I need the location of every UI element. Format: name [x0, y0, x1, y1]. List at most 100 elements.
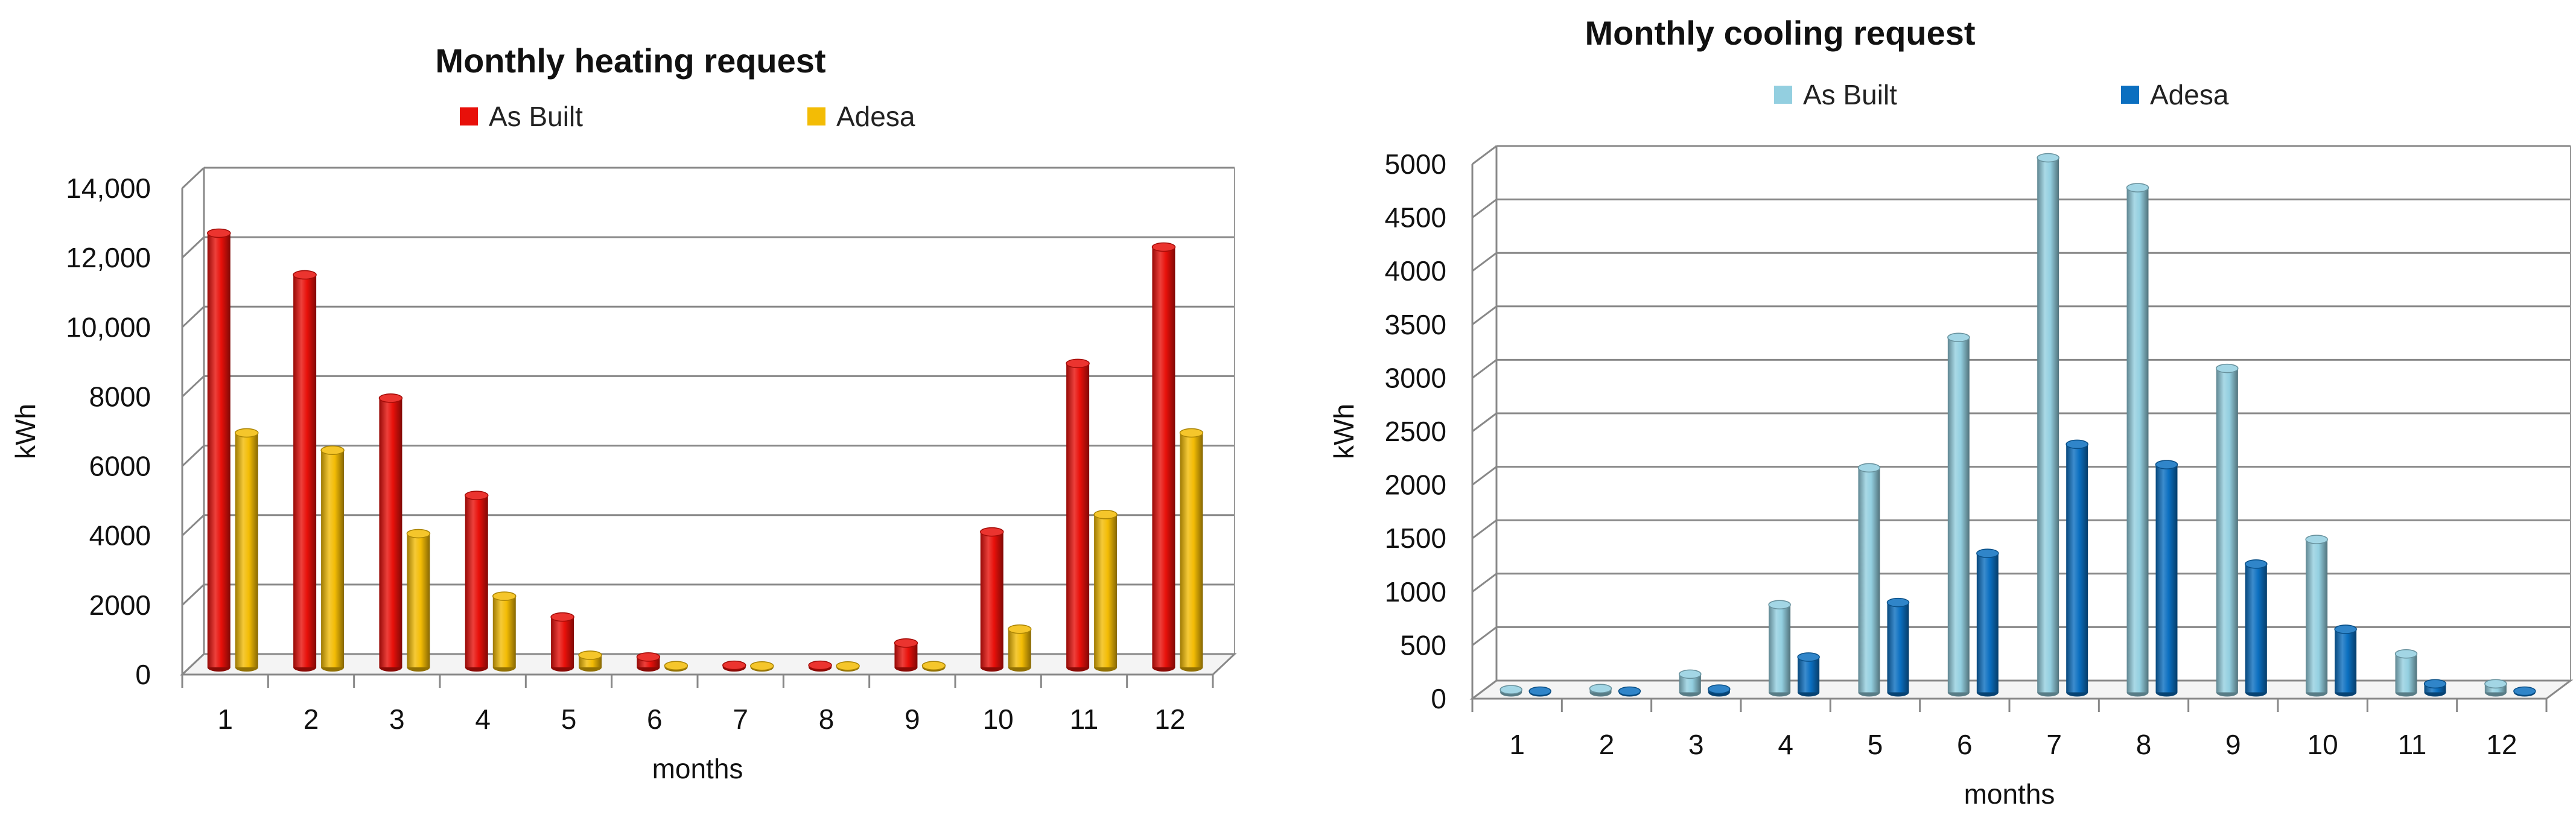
heating-grid-stub [181, 167, 205, 189]
heating-bar-adesa [1179, 428, 1204, 672]
heating-bars [207, 228, 1204, 672]
heating-bar-body [551, 617, 574, 668]
cooling-grid-stub [1472, 626, 1497, 646]
cooling-ylabel: kWh [1328, 404, 1360, 459]
cooling-bar-top [1618, 686, 1641, 696]
heating-xtick-label: 12 [1154, 704, 1185, 735]
cooling-legend-adesa-swatch [2121, 86, 2139, 104]
heating-bar-top [465, 491, 489, 500]
cooling-chart-panel: Monthly cooling request As Built Adesa 0… [1288, 0, 2576, 829]
heating-bar-as-built [293, 270, 317, 672]
cooling-bar-top [1589, 684, 1612, 694]
heating-xtick-label: 5 [561, 704, 577, 735]
heating-bar-top [750, 661, 774, 671]
heating-bar-top [207, 228, 231, 238]
cooling-bar-adesa [1976, 548, 1999, 697]
cooling-ytick-label: 5000 [1385, 148, 1446, 180]
heating-grid-stub [181, 445, 205, 467]
heating-ytick-label: 8000 [89, 381, 151, 412]
cooling-chart-title: Monthly cooling request [1585, 14, 1976, 52]
cooling-xtick-label: 2 [1599, 729, 1615, 760]
heating-bar-as-built [378, 393, 403, 672]
heating-bar-as-built [980, 527, 1004, 672]
cooling-ytick-label: 2000 [1385, 469, 1446, 501]
cooling-bar-body [1887, 602, 1909, 693]
cooling-axes: 0 500 1000 1500 2000 2500 3000 3500 4000 4500 5000… [1328, 145, 2574, 810]
cooling-bar-adesa [2245, 559, 2268, 697]
cooling-ytick-label: 4500 [1385, 202, 1446, 233]
cooling-bar-body [1976, 553, 1999, 693]
cooling-bar-as-built [1768, 600, 1791, 697]
cooling-ytick-label: 1500 [1385, 522, 1446, 554]
cooling-bar-body [1947, 337, 1970, 693]
heating-bar-top [664, 661, 689, 670]
heating-bar-body [980, 532, 1003, 668]
heating-ylabel: kWh [10, 404, 41, 459]
heating-bar-adesa [492, 591, 517, 672]
cooling-legend-adesa: Adesa [2121, 78, 2228, 111]
cooling-xtick-label: 1 [1509, 729, 1525, 760]
heating-bar-adesa [836, 661, 860, 672]
cooling-bar-adesa [1886, 597, 1910, 697]
cooling-xtick-label: 6 [1957, 729, 1973, 760]
cooling-bar-top [2305, 535, 2328, 544]
heating-bar-top [578, 650, 602, 660]
cooling-xtick-label: 10 [2307, 729, 2338, 760]
cooling-bar-as-built [1589, 684, 1612, 697]
cooling-xtick-label: 3 [1688, 729, 1704, 760]
heating-bar-body [1094, 514, 1118, 668]
cooling-bar-body [2155, 465, 2178, 693]
cooling-bars [1499, 153, 2536, 697]
heating-bar-adesa [320, 445, 345, 672]
heating-bar-as-built [894, 638, 918, 672]
cooling-bar-adesa [1528, 686, 1551, 697]
heating-grid-stub [181, 237, 205, 259]
cooling-ytick-label: 500 [1400, 629, 1446, 661]
cooling-ytick-label: 4000 [1385, 255, 1446, 287]
cooling-bar-top [2245, 559, 2268, 569]
cooling-xtick-label: 4 [1778, 729, 1793, 760]
heating-bar-as-built [465, 491, 489, 672]
heating-ytick-label: 0 [135, 659, 151, 690]
heating-bar-top [293, 270, 317, 280]
cooling-bar-top [2066, 439, 2088, 449]
cooling-bar-as-built [2484, 679, 2507, 697]
heating-bar-as-built [636, 652, 661, 672]
cooling-bar-adesa [2334, 624, 2357, 697]
heating-chart-panel: Monthly heating request As Built Adesa 0… [10, 42, 1237, 784]
cooling-ytick-label: 3500 [1385, 309, 1446, 340]
heating-bar-body [492, 596, 516, 668]
heating-xtick-label: 11 [1070, 704, 1099, 735]
cooling-bar-as-built [2037, 153, 2059, 697]
cooling-bar-body [2335, 629, 2357, 693]
cooling-bar-top [1499, 685, 1522, 694]
cooling-bar-adesa [2423, 679, 2447, 697]
cooling-grid-stub [1472, 145, 1497, 165]
cooling-bar-body [1798, 657, 1820, 693]
heating-bar-top [378, 393, 403, 403]
heating-bar-body [379, 398, 402, 668]
heating-xtick-label: 8 [819, 704, 835, 735]
heating-bar-as-built [722, 660, 746, 672]
cooling-bar-top [1708, 684, 1731, 694]
heating-bar-adesa [1093, 510, 1118, 672]
heating-legend-as-built-swatch [460, 107, 478, 125]
cooling-bar-as-built [1857, 463, 1881, 697]
cooling-xtick-label: 8 [2136, 729, 2152, 760]
heating-xtick-label: 9 [905, 704, 920, 735]
cooling-ytick-label: 1000 [1385, 576, 1446, 608]
cooling-bar-top [2155, 460, 2178, 469]
heating-bar-top [492, 591, 517, 601]
cooling-bar-body [1858, 468, 1880, 693]
heating-grid-stub [181, 583, 205, 606]
heating-ytick-label: 14,000 [66, 173, 151, 204]
cooling-bar-top [2334, 624, 2357, 634]
heating-bar-body [1066, 363, 1090, 668]
heating-xtick-label: 1 [217, 704, 233, 735]
heating-bar-top [921, 661, 946, 670]
heating-bar-adesa [406, 529, 431, 672]
cooling-bar-adesa [1708, 684, 1731, 697]
cooling-bar-body [2216, 368, 2238, 693]
cooling-bar-top [1947, 332, 1970, 342]
